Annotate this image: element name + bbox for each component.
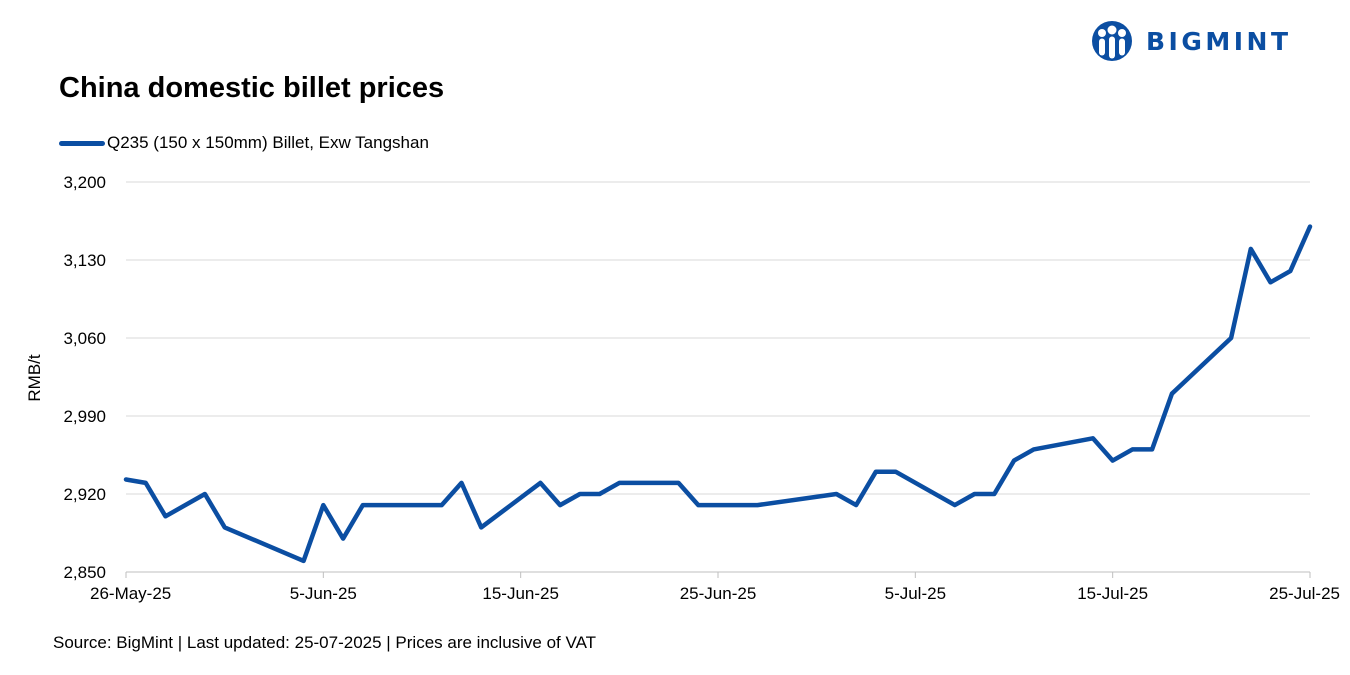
x-tick-label: 26-May-25 bbox=[90, 584, 171, 603]
y-tick-label: 2,850 bbox=[63, 563, 106, 582]
y-tick-label: 3,130 bbox=[63, 251, 106, 270]
gridlines bbox=[126, 181, 1310, 495]
series-line bbox=[123, 224, 1313, 564]
x-axis bbox=[125, 571, 1311, 578]
source-note: Source: BigMint | Last updated: 25-07-20… bbox=[53, 633, 597, 652]
x-axis-tick-labels: 26-May-25 5-Jun-25 15-Jun-25 25-Jun-25 5-Jul… bbox=[90, 584, 1340, 603]
x-tick-label: 15-Jun-25 bbox=[482, 584, 559, 603]
x-tick-label: 5-Jul-25 bbox=[885, 584, 946, 603]
brand-name: BIGMINT bbox=[1146, 26, 1292, 56]
legend-line-swatch bbox=[59, 140, 105, 146]
chart-title: China domestic billet prices bbox=[59, 72, 445, 104]
x-tick-label: 25-Jun-25 bbox=[680, 584, 757, 603]
chart-legend: Q235 (150 x 150mm) Billet, Exw Tangshan bbox=[59, 132, 429, 154]
series-lines bbox=[123, 224, 1313, 564]
y-tick-label: 3,060 bbox=[63, 329, 106, 348]
y-axis-label: RMB/t bbox=[25, 354, 44, 402]
brand-logo: BIGMINT bbox=[1090, 20, 1292, 62]
y-axis-tick-labels: 2,850 2,920 2,990 3,060 3,130 3,200 bbox=[63, 173, 106, 582]
y-tick-label: 2,990 bbox=[63, 407, 106, 426]
x-tick-label: 5-Jun-25 bbox=[290, 584, 357, 603]
x-tick-label: 25-Jul-25 bbox=[1269, 584, 1340, 603]
legend-series-label: Q235 (150 x 150mm) Billet, Exw Tangshan bbox=[107, 133, 429, 152]
bigmint-people-logo-icon bbox=[1092, 21, 1132, 61]
y-tick-label: 2,920 bbox=[63, 485, 106, 504]
y-tick-label: 3,200 bbox=[63, 173, 106, 192]
x-tick-label: 15-Jul-25 bbox=[1077, 584, 1148, 603]
